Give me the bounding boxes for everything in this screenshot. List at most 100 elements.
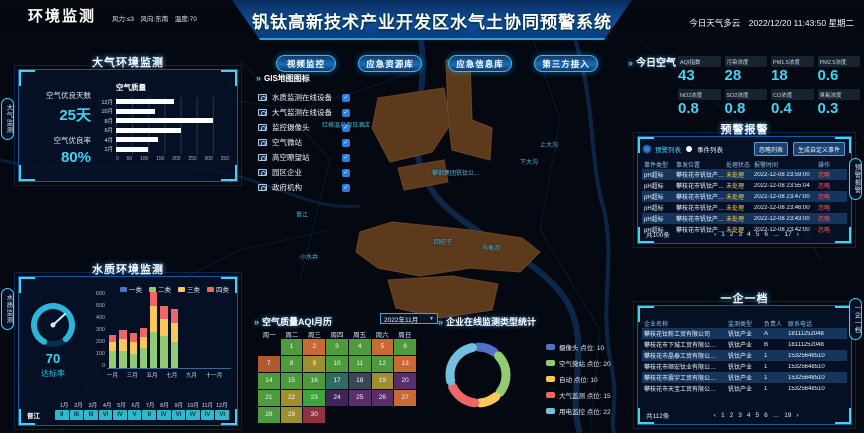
month-select-dropdown[interactable]: 2022年11月 ▼: [380, 313, 438, 324]
page-button[interactable]: 17: [784, 230, 792, 238]
ignore-list-button[interactable]: 忽略列表: [753, 142, 788, 156]
table-row[interactable]: pH超标 攀枝花市钒钛产… 未处理 2022-12-08 23:42:00 忽略: [642, 224, 847, 235]
page-button[interactable]: 4: [746, 411, 751, 419]
page-button[interactable]: 2: [729, 411, 734, 419]
warning-list-tab[interactable]: 预警列表: [655, 147, 681, 154]
page-button[interactable]: 19: [784, 411, 792, 419]
table-row[interactable]: pH超标 攀枝花市钒钛产… 未处理 2022-12-08 23:59:00 忽略: [642, 169, 847, 180]
table-row[interactable]: 攀枝花钛粉工贸有限公司 钒钛产业 A 18111252048: [642, 328, 847, 339]
calendar-day[interactable]: 2: [303, 339, 326, 355]
page-button[interactable]: 6: [764, 230, 768, 238]
table-row[interactable]: pH超标 攀枝花市钒钛产… 未处理 2022-12-08 23:47:00 忽略: [642, 191, 847, 202]
calendar-day[interactable]: 30: [303, 407, 326, 423]
collapse-tab-air[interactable]: 大气监测: [1, 98, 14, 140]
page-button[interactable]: ‹: [713, 411, 716, 419]
table-cell: 15325648510: [788, 363, 825, 370]
gis-layer-item[interactable]: 大气监测在线设备 ✓: [258, 105, 350, 120]
gis-layer-item[interactable]: 政府机构 ✓: [258, 180, 350, 195]
calendar-day[interactable]: 29: [280, 407, 303, 423]
gis-layer-item[interactable]: 高空瞭望站 ✓: [258, 150, 350, 165]
calendar-day[interactable]: 1: [280, 339, 303, 355]
table-cell: 2022-12-08 23:43:00: [754, 215, 810, 222]
calendar-day[interactable]: 5: [371, 339, 394, 355]
gis-layer-item[interactable]: 水质监测在线设备 ✓: [258, 90, 350, 105]
calendar-day[interactable]: 24: [326, 390, 348, 406]
emergency-info-button[interactable]: 应急信息库: [448, 55, 512, 72]
calendar-day[interactable]: 20: [394, 373, 416, 389]
table-row[interactable]: pH超标 攀枝花市钒钛产… 未处理 2022-12-08 23:46:00 忽略: [642, 202, 847, 213]
weekday-label: 周四: [330, 332, 344, 339]
page-button[interactable]: 5: [755, 411, 760, 419]
calendar-day[interactable]: 12: [371, 356, 394, 372]
calendar-day[interactable]: 28: [258, 407, 280, 423]
calendar-day[interactable]: 9: [303, 356, 326, 372]
page-button[interactable]: 1: [721, 230, 725, 238]
collapse-tab-alarm[interactable]: 预警报警: [849, 158, 862, 200]
emergency-resource-button[interactable]: 应急资源库: [358, 55, 422, 72]
page-button[interactable]: 5: [755, 230, 760, 238]
page-button[interactable]: ›: [796, 411, 799, 419]
calendar-day[interactable]: 17: [326, 373, 348, 389]
calendar-day[interactable]: 27: [394, 390, 416, 406]
page-button[interactable]: 3: [738, 411, 742, 419]
calendar-day[interactable]: 21: [258, 390, 280, 406]
layer-checkbox[interactable]: ✓: [342, 153, 350, 162]
table-row[interactable]: 攀枝花市天宝工贸有限公… 钒钛产业 1 15325648510: [642, 383, 847, 394]
calendar-day[interactable]: 15: [280, 373, 303, 389]
gauge-ring: [31, 303, 76, 347]
table-row[interactable]: 攀枝花市顺宏钛业有限公… 钒钛产业 1 15325648510: [642, 361, 847, 372]
page-button[interactable]: ›: [796, 230, 799, 238]
calendar-day[interactable]: 18: [348, 373, 371, 389]
gis-layer-item[interactable]: 空气微站 ✓: [258, 135, 350, 150]
calendar-day[interactable]: 23: [303, 390, 326, 406]
warning-list-radio[interactable]: [644, 146, 650, 152]
table-row[interactable]: 攀枝花市下城工贸有限公… 钒钛产业 B 18111252048: [642, 339, 847, 350]
calendar-day[interactable]: 25: [348, 390, 371, 406]
calendar-day[interactable]: 10: [326, 356, 348, 372]
legend-label: 空气微站 点位: 20: [559, 361, 611, 368]
layer-checkbox[interactable]: ✓: [342, 138, 350, 147]
calendar-day[interactable]: 4: [348, 339, 371, 355]
table-row[interactable]: 攀枝花市震宇工贸有限公… 钒钛产业 1 15325648510: [642, 372, 847, 383]
calendar-day[interactable]: 6: [394, 339, 416, 355]
calendar-day[interactable]: 11: [348, 356, 371, 372]
page-button[interactable]: 2: [729, 230, 734, 238]
calendar-day[interactable]: 13: [394, 356, 416, 372]
good-rate-label: 空气优良率: [53, 136, 92, 145]
layer-checkbox[interactable]: ✓: [342, 108, 350, 117]
table-row[interactable]: 攀枝花市晶泰工贸有限公… 钒钛产业 1 15325648510: [642, 350, 847, 361]
video-monitor-button[interactable]: 视频监控: [276, 55, 336, 72]
create-custom-event-button[interactable]: 生成自定义事件: [792, 142, 845, 156]
table-cell: 2022-12-08 23:47:00: [754, 193, 810, 200]
page-button[interactable]: ‹: [714, 230, 717, 238]
axis-tick: 七月: [166, 373, 178, 379]
page-button[interactable]: 4: [747, 230, 751, 238]
table-row[interactable]: pH超标 攀枝花市钒钛产… 未处理 2022-12-08 23:55:04 忽略: [642, 180, 847, 191]
page-button[interactable]: …: [772, 230, 780, 238]
calendar-day[interactable]: 22: [280, 390, 303, 406]
event-list-tab[interactable]: 事件列表: [697, 147, 723, 154]
calendar-day[interactable]: 8: [280, 356, 303, 372]
calendar-day[interactable]: 14: [258, 373, 280, 389]
calendar-day[interactable]: 19: [371, 373, 394, 389]
layer-checkbox[interactable]: ✓: [342, 93, 350, 102]
calendar-day[interactable]: 26: [371, 390, 394, 406]
collapse-tab-enterprise[interactable]: 一企一档: [849, 298, 862, 340]
page-button[interactable]: 6: [764, 411, 768, 419]
layer-checkbox[interactable]: ✓: [342, 183, 350, 192]
event-list-radio[interactable]: [686, 146, 692, 152]
layer-checkbox[interactable]: ✓: [342, 123, 350, 132]
calendar-day[interactable]: 16: [303, 373, 326, 389]
collapse-tab-water[interactable]: 水质监测: [1, 288, 14, 330]
page-button[interactable]: 3: [738, 230, 743, 238]
legend-swatch: [546, 392, 555, 398]
gis-layer-item[interactable]: 监控摄像头 ✓: [258, 120, 350, 135]
gis-layer-item[interactable]: 园区企业 ✓: [258, 165, 350, 180]
calendar-day[interactable]: 3: [326, 339, 348, 355]
third-party-button[interactable]: 第三方接入: [534, 55, 598, 72]
layer-checkbox[interactable]: ✓: [342, 168, 350, 177]
page-button[interactable]: …: [772, 411, 780, 419]
page-button[interactable]: 1: [720, 411, 725, 419]
table-row[interactable]: pH超标 攀枝花市钒钛产… 未处理 2022-12-08 23:43:00 忽略: [642, 213, 847, 224]
calendar-day[interactable]: 7: [258, 356, 280, 372]
